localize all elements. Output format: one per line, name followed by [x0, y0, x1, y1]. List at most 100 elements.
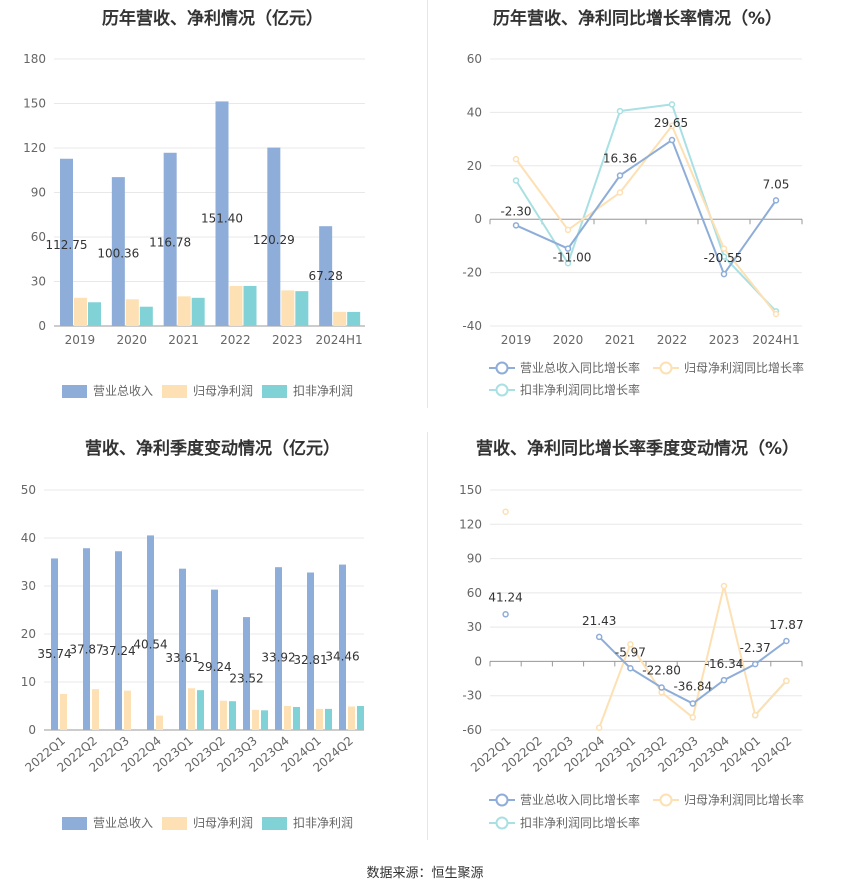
chart-title: 营收、净利同比增长率季度变动情况（%） [475, 439, 800, 459]
legend-label: 归母净利润 [193, 384, 253, 398]
y-tick-label: 10 [21, 675, 36, 689]
bar-net-profit [177, 296, 191, 326]
point-revenue [668, 136, 676, 144]
data-label: -2.30 [500, 204, 531, 218]
x-tick-label: 2024H1 [315, 333, 362, 347]
legend-swatch [162, 817, 187, 830]
bar-net-profit [124, 690, 131, 730]
data-label: 35.74 [37, 647, 71, 661]
legend-label: 营业总收入 [93, 384, 153, 398]
y-tick-label: 20 [467, 159, 482, 173]
bar-revenue [163, 152, 177, 326]
legend-label: 营业总收入同比增长率 [520, 360, 640, 375]
point-revenue [658, 684, 665, 691]
bar-net-profit [92, 689, 99, 730]
point-revenue [751, 660, 759, 668]
y-tick-label: 20 [21, 627, 36, 641]
bar-revenue [147, 535, 154, 730]
panel-quarterly-revenue: 营收、净利季度变动情况（亿元） 0 10 20 30 40 50 35.74 2022Q1 37… [0, 425, 425, 855]
point-revenue [689, 700, 697, 707]
x-tick-label: 2022 [657, 333, 688, 347]
point-revenue [616, 172, 624, 179]
data-label: 16.36 [603, 152, 637, 166]
legend-swatch [262, 817, 287, 830]
bar-net-profit [333, 311, 347, 326]
data-label: 29.65 [654, 116, 688, 130]
data-label: 33.61 [165, 651, 199, 665]
point-net-profit [689, 714, 697, 721]
legend-label: 扣非净利润 [293, 384, 353, 398]
y-tick-label: 50 [21, 483, 36, 497]
data-label: -5.97 [615, 645, 646, 659]
data-label: 23.52 [229, 672, 263, 686]
point-net-profit [668, 122, 676, 129]
point-deducted-profit [564, 260, 572, 267]
chart-title: 历年营收、净利同比增长率情况（%） [492, 9, 783, 29]
data-label: 21.43 [582, 614, 616, 628]
legend-label: 营业总收入同比增长率 [520, 792, 640, 807]
data-label: -16.34 [705, 657, 744, 671]
vertical-divider [427, 432, 428, 840]
data-label: 40.54 [133, 637, 167, 651]
legend-swatch [62, 385, 87, 398]
point-net-profit [720, 582, 728, 590]
y-tick-label: -30 [462, 689, 482, 703]
data-label: 67.28 [308, 269, 342, 283]
bar-revenue [307, 572, 314, 730]
bar-revenue [243, 617, 250, 730]
bar-deducted-profit [191, 297, 205, 326]
y-tick-label: 30 [21, 579, 36, 593]
x-tick-label: 2022 [220, 333, 251, 347]
data-label: 17.87 [769, 618, 803, 632]
y-tick-label: 90 [31, 186, 46, 200]
bar-deducted-profit [293, 706, 300, 730]
x-tick-label: 2023 [272, 333, 303, 347]
y-tick-label: 30 [31, 275, 46, 289]
data-label: 32.81 [293, 653, 327, 667]
y-tick-label: 0 [474, 212, 482, 226]
legend-label: 扣非净利润 [293, 816, 353, 830]
bar-net-profit [229, 285, 243, 326]
legend-marker [495, 793, 509, 807]
data-label: 151.40 [201, 212, 243, 226]
bar-net-profit [316, 708, 323, 730]
legend-marker [495, 816, 509, 830]
legend-marker [495, 361, 509, 375]
legend-label: 营业总收入 [93, 816, 153, 830]
point-revenue [783, 637, 790, 645]
bar-deducted-profit [229, 701, 236, 730]
y-tick-label: -40 [462, 319, 482, 333]
panel-quarterly-growth: 营收、净利同比增长率季度变动情况（%） -60 -30 0 30 60 90 120 150 2… [425, 425, 850, 855]
annual-line-chart: -40 -20 0 20 40 60 2019 2020 2021 2022 2023 2024H1 -… [462, 52, 804, 397]
point-deducted-profit [720, 253, 728, 260]
chart-title: 营收、净利季度变动情况（亿元） [85, 439, 340, 459]
bar-net-profit [252, 709, 259, 730]
point-revenue [595, 633, 603, 641]
data-label: 120.29 [253, 233, 295, 247]
series-line [515, 138, 777, 277]
chart-title: 历年营收、净利情况（亿元） [102, 9, 323, 29]
y-tick-label: 60 [467, 52, 482, 66]
y-tick-label: 0 [474, 654, 482, 668]
legend-swatch [262, 385, 287, 398]
data-label: 112.75 [46, 238, 88, 252]
bar-deducted-profit [325, 708, 332, 730]
bar-net-profit [60, 694, 67, 730]
legend-marker [495, 383, 509, 397]
y-tick-label: 30 [467, 620, 482, 634]
data-label: -11.00 [553, 251, 592, 265]
legend-marker [659, 361, 673, 375]
bar-net-profit [348, 706, 355, 730]
quarterly-line-chart: -60-3003060901201502022Q12022Q22022Q3202… [459, 483, 804, 830]
point-revenue [772, 197, 780, 204]
point-net-profit [616, 189, 624, 196]
point-revenue [502, 611, 509, 618]
point-deducted-profit [668, 101, 676, 108]
x-tick-label: 2020 [116, 333, 147, 347]
point-net-profit [783, 677, 790, 685]
bar-net-profit [284, 706, 291, 730]
x-tick-label: 2021 [605, 333, 636, 347]
data-label: -2.37 [740, 641, 771, 655]
bar-revenue [211, 589, 218, 730]
panel-annual-revenue: 历年营收、净利情况（亿元） 0 30 60 90 120 150 180 112.75 2019… [0, 0, 425, 420]
